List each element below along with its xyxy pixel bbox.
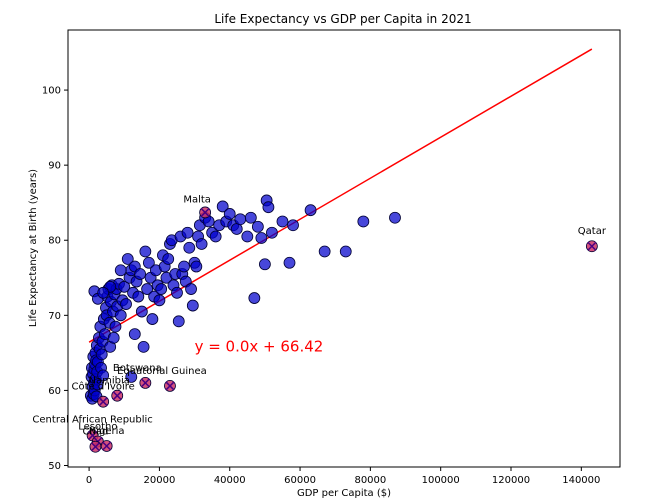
data-point	[109, 320, 122, 333]
data-point	[118, 280, 131, 293]
outlier-label: Nigeria	[89, 426, 125, 437]
data-point	[146, 313, 159, 325]
data-point	[121, 253, 134, 265]
data-point	[91, 378, 104, 391]
outlier-layer	[86, 206, 598, 453]
data-point	[95, 348, 108, 361]
y-tick-label: 50	[48, 461, 61, 472]
outlier-marker	[200, 207, 210, 217]
x-tick-label: 140000	[562, 475, 600, 486]
data-point	[234, 213, 247, 226]
data-point	[304, 204, 317, 217]
data-point	[142, 256, 155, 269]
x-tick-label: 100000	[422, 475, 460, 486]
y-tick-label: 70	[48, 311, 61, 322]
data-point	[339, 245, 352, 258]
x-axis: 0 20000 40000 60000 80000 100000 120000 140000	[86, 467, 600, 486]
data-point	[283, 256, 296, 269]
data-point	[244, 211, 257, 224]
chart-title: Life Expectancy vs GDP per Capita in 202…	[214, 12, 471, 26]
x-tick-label: 0	[86, 475, 92, 486]
outlier-marker	[112, 391, 122, 401]
data-point	[186, 299, 199, 312]
outlier-label: Central African Republic	[32, 414, 152, 425]
data-point	[134, 268, 146, 280]
x-tick-label: 40000	[214, 475, 246, 486]
outlier-label: Namibia	[89, 376, 130, 387]
data-point	[357, 215, 370, 228]
data-point	[114, 309, 127, 322]
data-point	[255, 232, 268, 244]
data-point	[155, 283, 168, 295]
y-tick-label: 80	[48, 236, 61, 247]
outlier-marker	[165, 381, 175, 391]
plot-frame	[67, 29, 621, 468]
data-point	[216, 200, 229, 213]
data-point	[97, 369, 110, 382]
outlier-label: Malta	[183, 194, 211, 205]
data-point	[97, 286, 110, 299]
data-point	[209, 230, 222, 243]
data-point	[171, 286, 183, 299]
data-point	[139, 245, 152, 258]
data-point	[318, 245, 331, 258]
x-tick-label: 120000	[492, 475, 530, 486]
data-point	[262, 201, 275, 214]
outlier-label: Botswana	[113, 363, 162, 374]
data-point	[137, 340, 150, 353]
trendline-equation: y = 0.0x + 66.42	[195, 337, 324, 355]
y-tick-label: 60	[48, 386, 61, 397]
x-tick-label: 80000	[354, 475, 386, 486]
x-axis-title: GDP per Capita ($)	[297, 488, 391, 499]
data-point	[251, 220, 264, 233]
data-point	[195, 238, 208, 250]
outlier-label: Equatorial Guinea	[117, 366, 207, 377]
data-point	[132, 290, 145, 303]
data-point	[172, 315, 185, 328]
data-point	[223, 208, 236, 220]
data-point	[141, 283, 154, 295]
outlier-marker	[98, 397, 108, 407]
data-point	[248, 292, 261, 304]
y-tick-label: 100	[42, 86, 61, 97]
outlier-label: Qatar	[578, 226, 607, 237]
data-point	[120, 298, 132, 310]
data-point	[128, 328, 141, 340]
data-point	[287, 219, 299, 232]
outlier-marker	[102, 441, 112, 451]
y-tick-label: 90	[48, 161, 61, 172]
data-point	[181, 226, 194, 239]
points-layer	[84, 194, 401, 405]
data-point	[230, 223, 243, 235]
data-point	[178, 260, 190, 273]
data-point	[114, 264, 127, 277]
x-tick-label: 20000	[144, 475, 176, 486]
outlier-label: Chad	[83, 427, 109, 438]
outlier-marker	[587, 241, 597, 251]
outlier-label: Côte d'Ivoire	[72, 381, 135, 393]
data-point	[125, 370, 138, 383]
outlier-marker	[90, 442, 100, 452]
data-point	[183, 241, 196, 254]
outlier-marker	[140, 378, 150, 388]
data-point	[276, 215, 289, 228]
data-point	[266, 226, 278, 239]
data-point	[153, 294, 166, 307]
data-point	[107, 331, 120, 344]
data-point	[135, 305, 148, 318]
data-point	[389, 211, 401, 224]
data-point	[185, 283, 197, 295]
y-axis-title: Life Expectancy at Birth (years)	[28, 169, 39, 327]
outlier-label: Lesotho	[78, 421, 117, 432]
x-tick-label: 60000	[284, 475, 316, 486]
outlier-marker	[88, 430, 98, 440]
y-axis: 50 60 70 80 90 100	[42, 86, 68, 472]
data-point	[241, 230, 254, 243]
data-point	[190, 260, 203, 273]
data-point	[258, 258, 271, 271]
data-point	[162, 253, 175, 265]
